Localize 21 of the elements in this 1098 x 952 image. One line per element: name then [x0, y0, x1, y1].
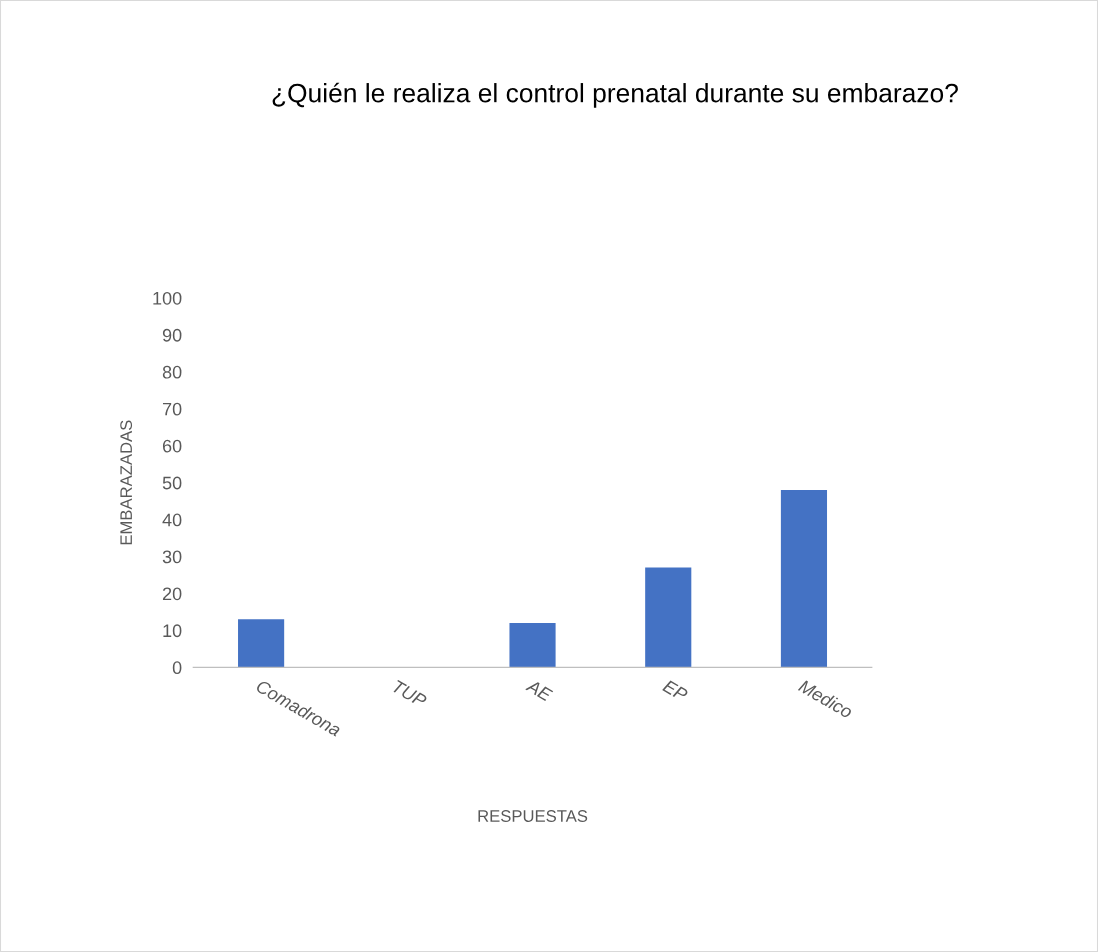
- y-tick-label: 40: [162, 513, 182, 527]
- y-tick-label: 80: [162, 365, 182, 379]
- x-axis-title: RESPUESTAS: [478, 810, 588, 822]
- y-tick-label: 10: [163, 624, 182, 638]
- bar: [645, 567, 692, 668]
- y-tick-label: 100: [153, 291, 182, 305]
- y-tick-label: 20: [162, 587, 182, 601]
- y-axis-title: EMBARAZADAS: [120, 420, 133, 545]
- chart-title: ¿Quién le realiza el control prenatal durante su embarazo?: [272, 82, 958, 108]
- x-tick-label: AE: [525, 678, 554, 702]
- y-tick-label: 90: [162, 328, 182, 342]
- y-tick-label: 50: [162, 476, 182, 490]
- y-tick-label: 30: [162, 550, 182, 564]
- bar: [780, 490, 828, 668]
- x-tick-label: EP: [662, 679, 689, 702]
- x-tick-label: TUP: [391, 679, 428, 708]
- y-tick-label: 0: [172, 661, 182, 675]
- bar: [238, 619, 285, 668]
- bar: [509, 623, 556, 668]
- y-tick-label: 70: [162, 402, 182, 416]
- y-tick-label: 60: [162, 439, 182, 453]
